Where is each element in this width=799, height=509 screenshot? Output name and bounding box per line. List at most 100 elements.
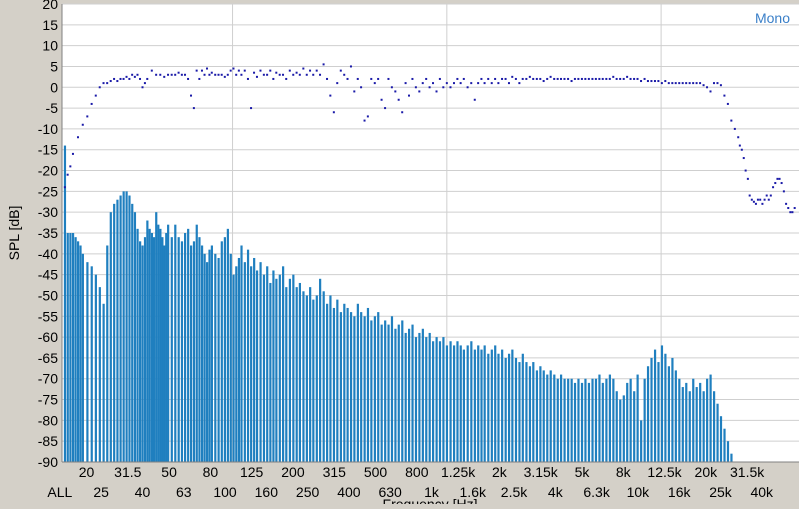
spectrum-bar xyxy=(174,224,177,462)
spectrum-bar xyxy=(200,245,204,462)
spectrum-bar xyxy=(131,203,134,462)
spectrum-bar xyxy=(387,324,390,462)
spectrum-bar xyxy=(643,378,646,462)
spectrum-bar xyxy=(699,382,702,462)
spectrum-bar xyxy=(587,382,591,462)
x-tick-label-upper: 2k xyxy=(492,464,508,480)
spectrum-bar xyxy=(220,241,223,462)
response-dot xyxy=(584,77,587,80)
spectrum-bar xyxy=(380,324,383,462)
response-dot xyxy=(246,77,249,80)
spectrum-bar xyxy=(640,420,643,462)
response-dot xyxy=(780,182,783,185)
response-dot xyxy=(435,90,438,93)
response-dot xyxy=(223,75,226,78)
spectrum-bar xyxy=(438,341,442,462)
spectrum-bar xyxy=(598,374,601,462)
spectrum-bar xyxy=(217,257,220,462)
spectrum-bar xyxy=(102,303,105,462)
response-dot xyxy=(559,77,562,80)
spectrum-bar xyxy=(353,316,356,462)
response-dot xyxy=(737,136,740,139)
response-dot xyxy=(418,90,421,93)
response-dot xyxy=(456,77,459,80)
spectrum-bar xyxy=(577,378,580,462)
response-dot xyxy=(122,77,125,80)
response-dot xyxy=(726,102,729,105)
spectrum-bar xyxy=(608,374,611,462)
spectrum-bar xyxy=(278,274,281,462)
response-dot xyxy=(380,98,383,101)
spectrum-bar xyxy=(237,257,241,462)
mode-label: Mono xyxy=(755,10,790,26)
spectrum-bar xyxy=(514,357,518,462)
spectrum-bar xyxy=(360,312,363,462)
response-dot xyxy=(143,82,146,85)
y-tick-label: 15 xyxy=(42,17,58,33)
spectrum-bar xyxy=(163,245,166,462)
spectrum-bar xyxy=(148,228,151,462)
response-dot xyxy=(408,94,410,97)
spectrum-bar xyxy=(667,366,670,462)
spectrum-bar xyxy=(462,349,465,462)
response-dot xyxy=(292,73,295,76)
response-dot xyxy=(360,86,363,89)
spectrum-bar xyxy=(250,266,253,462)
y-tick-label: -10 xyxy=(38,121,58,137)
response-dot xyxy=(483,82,486,85)
response-dot xyxy=(139,77,142,80)
response-dot xyxy=(94,94,97,97)
response-dot xyxy=(71,152,74,155)
spectrum-bar xyxy=(116,199,119,462)
y-tick-label: -55 xyxy=(38,308,58,324)
spectrum-bar xyxy=(155,212,158,462)
spectrum-bar xyxy=(692,378,695,462)
x-tick-label-upper: 8k xyxy=(616,464,632,480)
response-dot xyxy=(425,77,428,80)
response-dot xyxy=(81,123,84,126)
spectrum-bar xyxy=(377,312,380,462)
response-dot xyxy=(312,73,315,76)
response-dot xyxy=(695,82,698,85)
response-dot xyxy=(432,82,435,85)
response-dot xyxy=(459,82,462,85)
response-dot xyxy=(370,77,373,80)
response-dot xyxy=(442,86,445,89)
response-dot xyxy=(667,82,670,85)
x-tick-label-upper: 80 xyxy=(203,464,219,480)
response-dot xyxy=(69,165,72,168)
y-tick-label: -50 xyxy=(38,287,58,303)
spectrum-bar xyxy=(157,224,160,462)
response-dot xyxy=(302,67,305,70)
response-dot xyxy=(619,77,622,80)
spectrum-bar xyxy=(504,357,507,462)
spectrum-bar xyxy=(483,345,486,462)
response-dot xyxy=(756,198,759,201)
response-dot xyxy=(514,77,517,80)
response-dot xyxy=(563,77,566,80)
response-dot xyxy=(102,82,105,85)
x-tick-label-upper: 12.5k xyxy=(647,464,682,480)
response-dot xyxy=(229,69,232,72)
spectrum-bar xyxy=(528,366,532,462)
response-dot xyxy=(155,73,158,76)
spectrum-bar xyxy=(180,241,184,462)
response-dot xyxy=(490,82,493,85)
spectrum-bar xyxy=(159,228,162,462)
response-dot xyxy=(674,82,677,85)
y-tick-label: -15 xyxy=(38,142,58,158)
spectrum-bar xyxy=(187,228,190,462)
spectrum-bar xyxy=(206,262,209,462)
response-dot xyxy=(136,73,139,76)
response-dot xyxy=(573,77,576,80)
spectrum-bar xyxy=(288,278,291,462)
response-dot xyxy=(688,82,691,85)
response-dot xyxy=(750,198,753,201)
response-dot xyxy=(678,82,681,85)
spectrum-bar xyxy=(490,349,493,462)
response-dot xyxy=(504,77,507,80)
response-dot xyxy=(494,77,497,80)
spectrum-bar xyxy=(615,391,618,462)
response-dot xyxy=(626,75,629,78)
response-dot xyxy=(785,202,788,205)
